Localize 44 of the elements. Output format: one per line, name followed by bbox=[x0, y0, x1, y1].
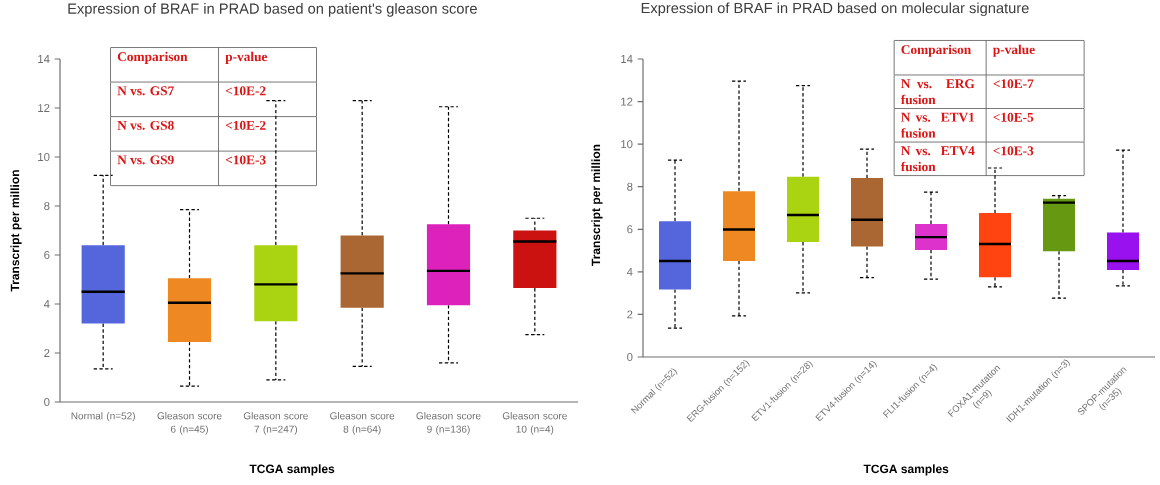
y-tick-label: 14 bbox=[38, 55, 50, 63]
y-tick-label: 10 bbox=[621, 140, 633, 149]
annotation: p-value bbox=[225, 51, 268, 64]
annotation: N vs. ERG fusion bbox=[900, 79, 975, 105]
annotation: <10E-5 bbox=[993, 112, 1034, 122]
y-tick-label: 6 bbox=[627, 225, 633, 234]
y-tick-label: 14 bbox=[621, 55, 633, 63]
chart-title: Expression of BRAF in PRAD based on patient's gleason score bbox=[68, 3, 477, 17]
x-axis-title: TCGA samples bbox=[863, 464, 949, 476]
y-tick-label: 6 bbox=[44, 250, 50, 259]
y-axis-title: Transcript per million bbox=[10, 170, 22, 292]
y-tick-label: 12 bbox=[621, 97, 633, 106]
chart-title: Expression of BRAF in PRAD based on molecular signature bbox=[641, 2, 1029, 17]
annotation: N vs. GS9 bbox=[117, 155, 174, 165]
y-tick-label: 4 bbox=[43, 300, 50, 308]
x-tick-label: Normal (n=52) bbox=[71, 412, 135, 422]
x-tick-label: Gleason score 8 (n=64) bbox=[330, 412, 395, 435]
annotation: <10E-7 bbox=[993, 79, 1034, 89]
y-axis-title: Transcript per million bbox=[591, 144, 603, 266]
y-tick-label: 12 bbox=[38, 104, 50, 112]
annotation: N vs. GS7 bbox=[117, 86, 174, 96]
y-tick-label: 8 bbox=[44, 201, 50, 210]
x-tick-label: Gleason score 7 (n=247) bbox=[243, 412, 308, 435]
annotation: N vs. GS8 bbox=[117, 120, 174, 130]
x-tick-label: Gleason score 6 (n=45) bbox=[157, 412, 222, 435]
annotation: N vs. ETV1 fusion bbox=[900, 112, 975, 138]
annotation: N vs. ETV4 fusion bbox=[900, 146, 975, 172]
text: Comparison bbox=[901, 44, 971, 57]
annotation: Comparison bbox=[117, 51, 188, 64]
annotation: <10E-2 bbox=[225, 120, 266, 130]
annotation: <10E-2 bbox=[225, 86, 266, 96]
x-tick-label: Gleason score 9 (n=136) bbox=[416, 412, 481, 435]
y-tick-label: 4 bbox=[626, 267, 633, 276]
y-tick-label: 2 bbox=[627, 310, 633, 319]
x-axis-title: TCGA samples bbox=[249, 464, 335, 476]
annotation: <10E-3 bbox=[993, 146, 1034, 156]
text: p-value bbox=[992, 44, 1035, 57]
y-tick-label: 8 bbox=[627, 182, 633, 191]
annotation: <10E-3 bbox=[225, 155, 266, 165]
y-tick-label: 10 bbox=[38, 152, 50, 161]
x-tick-label: Gleason score 10 (n=4) bbox=[502, 412, 567, 435]
y-tick-label: 0 bbox=[44, 397, 50, 406]
y-tick-label: 0 bbox=[627, 352, 633, 361]
y-tick-label: 2 bbox=[44, 349, 50, 357]
